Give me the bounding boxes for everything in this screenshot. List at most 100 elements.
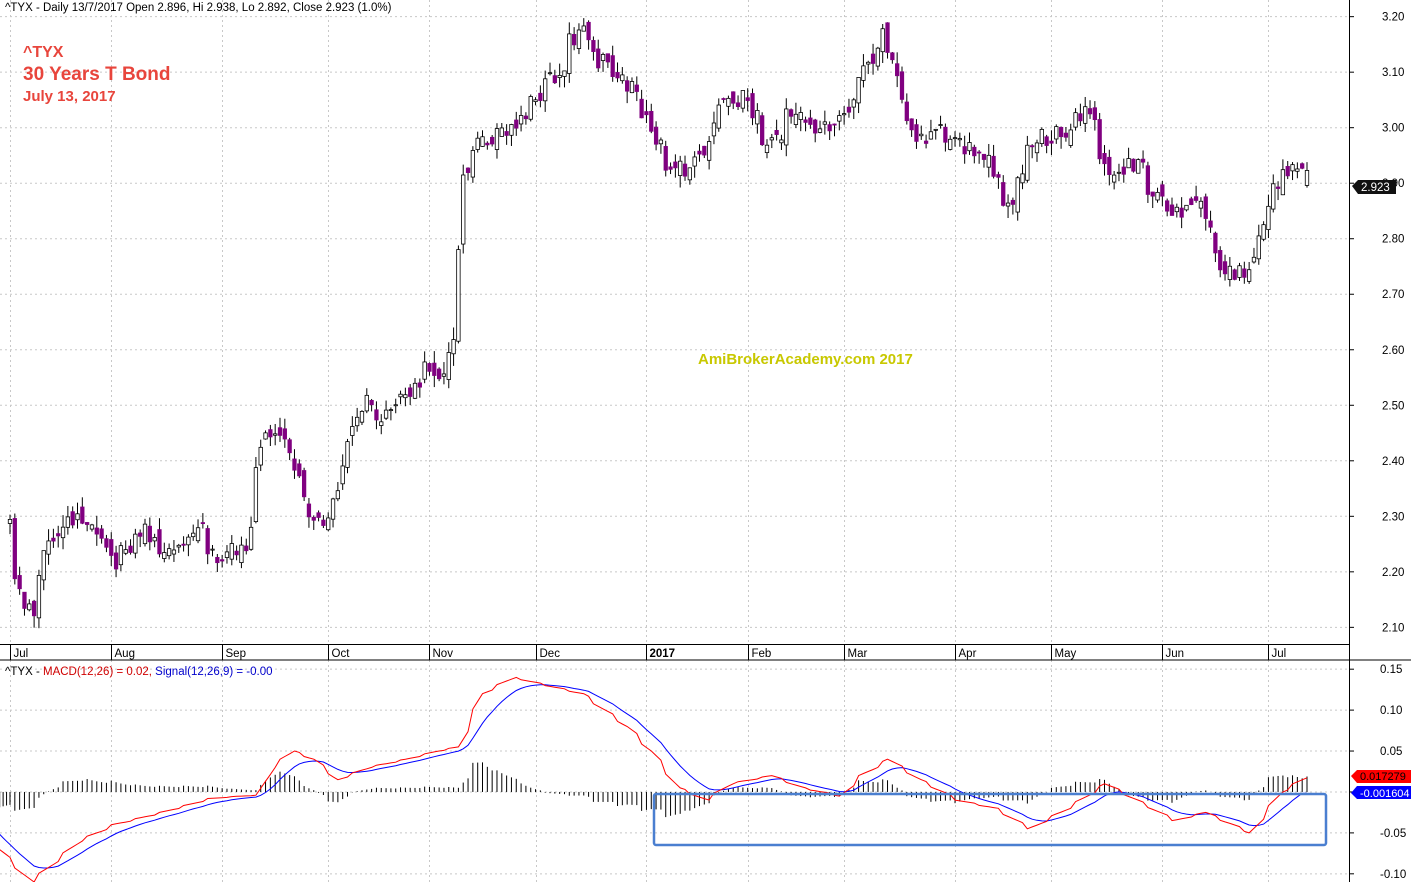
candle-up xyxy=(1126,158,1131,169)
candle-up xyxy=(938,124,943,126)
signal-last-badge: -0.001604 xyxy=(1351,786,1411,800)
candle-up xyxy=(1237,265,1242,278)
candle-up xyxy=(726,97,731,107)
candle-down xyxy=(427,363,432,372)
macd-line xyxy=(0,676,1308,882)
candle-down xyxy=(697,150,702,155)
candle-down xyxy=(436,368,442,380)
candle-up xyxy=(118,545,124,566)
candle-down xyxy=(316,512,321,518)
candle-up xyxy=(880,28,885,53)
candle-down xyxy=(615,72,620,79)
price-tick-label: 2.80 xyxy=(1382,234,1404,246)
candle-down xyxy=(465,167,471,173)
candle-down xyxy=(80,506,85,524)
candle-down xyxy=(870,53,876,64)
candle-up xyxy=(518,115,524,125)
candle-down xyxy=(1063,132,1069,138)
candle-up xyxy=(263,432,268,440)
candle-down xyxy=(591,40,596,52)
symbol-label: ^TYX xyxy=(23,44,64,61)
candle-down xyxy=(56,533,61,537)
candle-up xyxy=(533,99,538,103)
highlight-box xyxy=(652,792,1328,847)
candle-down xyxy=(514,119,519,129)
candle-up xyxy=(162,552,167,559)
candle-down xyxy=(51,537,56,542)
date-tick-label: Mar xyxy=(848,648,868,660)
candle-up xyxy=(1251,256,1257,263)
candle-up xyxy=(764,144,770,154)
candle-up xyxy=(166,548,172,557)
candle-down xyxy=(731,91,736,104)
candle-down xyxy=(962,146,967,155)
candle-up xyxy=(1295,168,1300,172)
candle-down xyxy=(625,80,630,92)
candle-up xyxy=(383,409,389,419)
price-candles xyxy=(7,18,1310,629)
candle-up xyxy=(567,33,572,74)
candle-up xyxy=(543,78,548,102)
price-tick-label: 2.50 xyxy=(1382,400,1404,412)
candle-down xyxy=(1131,158,1136,172)
candle-up xyxy=(1256,235,1261,260)
candle-up xyxy=(1005,202,1011,207)
candle-up xyxy=(330,498,336,520)
candle-down xyxy=(846,106,852,113)
candle-down xyxy=(1218,250,1223,271)
candle-up xyxy=(1015,177,1020,213)
date-tick-label: Aug xyxy=(115,648,135,660)
candle-up xyxy=(27,603,32,611)
candle-up xyxy=(875,47,881,67)
candle-up xyxy=(629,81,635,94)
candle-up xyxy=(412,382,418,399)
candle-up xyxy=(65,516,70,528)
candle-up xyxy=(393,404,398,407)
candle-down xyxy=(1285,166,1290,177)
candle-down xyxy=(292,458,297,471)
candle-down xyxy=(653,126,659,145)
candle-up xyxy=(494,128,500,150)
candle-up xyxy=(620,74,625,82)
candle-down xyxy=(321,519,326,526)
candle-up xyxy=(861,65,866,81)
candle-down xyxy=(1203,196,1208,219)
candle-down xyxy=(899,71,905,100)
candle-up xyxy=(446,352,451,380)
candle-down xyxy=(282,428,287,440)
macd-tick-label: -0.10 xyxy=(1380,869,1406,881)
candle-up xyxy=(928,131,934,140)
candle-up xyxy=(1068,129,1073,146)
candle-down xyxy=(1208,220,1213,228)
candle-down xyxy=(138,532,143,537)
candle-down xyxy=(721,98,726,100)
candle-down xyxy=(113,552,119,570)
instrument-name-label: 30 Years T Bond xyxy=(23,64,171,85)
candle-down xyxy=(369,400,374,406)
candle-up xyxy=(784,108,789,146)
candle-down xyxy=(1107,156,1112,175)
candle-down xyxy=(914,124,919,142)
candle-down xyxy=(1193,196,1199,201)
candle-up xyxy=(1290,164,1295,172)
candle-up xyxy=(224,551,230,558)
candle-up xyxy=(123,549,128,554)
candle-up xyxy=(191,532,196,538)
watermark: AmiBrokerAcademy.com 2017 xyxy=(698,351,913,368)
macd-tick-label: 0.05 xyxy=(1380,746,1402,758)
candle-down xyxy=(523,115,529,120)
candle-up xyxy=(755,110,760,125)
candle-down xyxy=(157,529,162,555)
candle-down xyxy=(147,525,152,543)
candle-down xyxy=(923,140,929,144)
candle-down xyxy=(1044,136,1049,146)
candle-down xyxy=(374,409,379,421)
candle-up xyxy=(576,29,582,49)
last-price-badge: 2.923 xyxy=(1352,180,1396,194)
candle-down xyxy=(17,575,22,590)
candle-down xyxy=(12,518,17,580)
candle-up xyxy=(1247,269,1252,282)
candle-up xyxy=(1112,174,1117,183)
candle-down xyxy=(244,545,249,552)
